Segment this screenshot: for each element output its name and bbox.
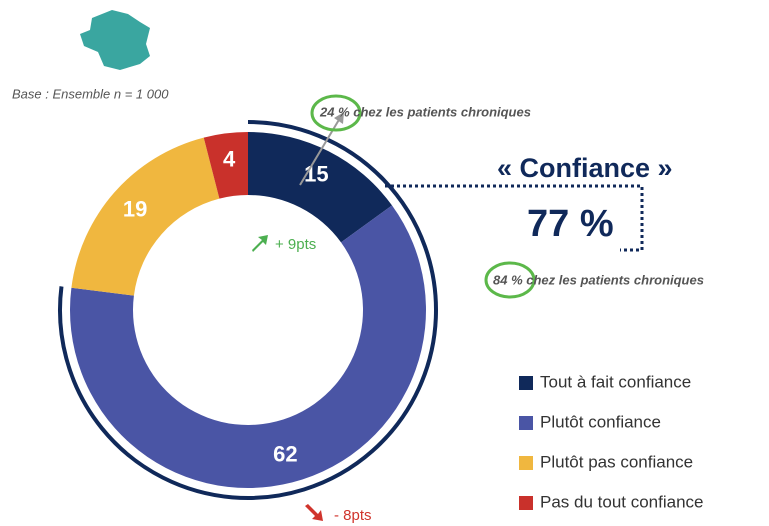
highlight-circle: [484, 261, 536, 299]
annotation: + 9pts: [275, 236, 316, 253]
bracket: [385, 184, 644, 252]
data-label: 62: [273, 442, 297, 467]
legend-label: Tout à fait confiance: [540, 372, 691, 391]
up-arrow: [252, 235, 268, 252]
slice: [248, 132, 393, 243]
slice: [71, 137, 220, 296]
down-arrow: [305, 504, 323, 521]
legend-label: Plutôt pas confiance: [540, 452, 693, 471]
slice: [203, 132, 248, 199]
legend-swatch: [519, 496, 533, 510]
data-label: 15: [304, 162, 328, 187]
pointer-head: [334, 112, 344, 124]
data-label: 19: [123, 196, 147, 221]
france-icon: [80, 10, 150, 70]
slice: [70, 205, 426, 489]
group-label: « Confiance »: [497, 153, 673, 183]
group-arc: [58, 120, 438, 500]
data-label: 4: [223, 146, 236, 171]
legend-swatch: [519, 416, 533, 430]
legend-label: Plutôt confiance: [540, 412, 661, 431]
annotation: - 8pts: [334, 507, 372, 524]
legend-swatch: [519, 456, 533, 470]
legend-swatch: [519, 376, 533, 390]
annotation: 24 % chez les patients chroniques: [319, 104, 531, 119]
group-total: 77 %: [527, 203, 614, 245]
annotation: 84 % chez les patients chroniques: [493, 272, 704, 287]
subtitle: Base : Ensemble n = 1 000: [12, 86, 169, 101]
highlight-circle: [310, 94, 362, 132]
legend-label: Pas du tout confiance: [540, 492, 704, 511]
